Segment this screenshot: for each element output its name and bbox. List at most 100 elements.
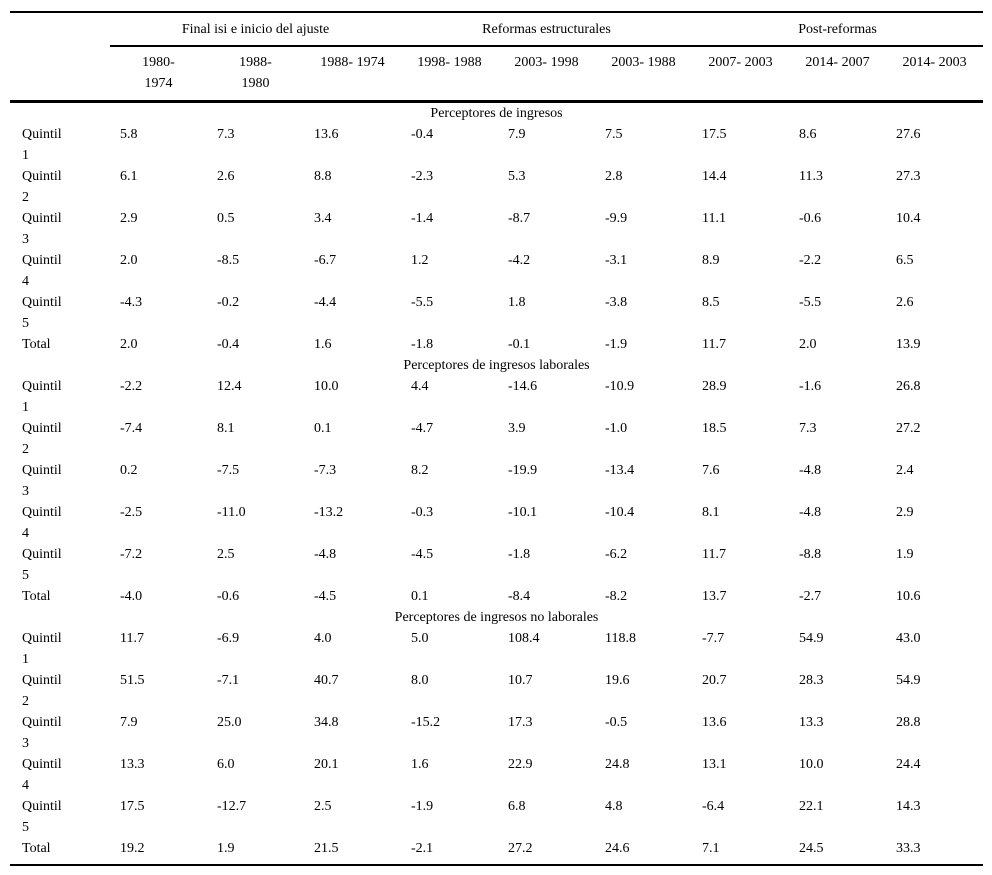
value-cell: 3.4 xyxy=(314,211,332,226)
value-cell: -7.1 xyxy=(217,673,240,688)
value-cell: -7.4 xyxy=(120,421,143,436)
value-cell: 8.0 xyxy=(411,673,429,688)
column-group-label: Post-reformas xyxy=(692,12,984,47)
row-label: Quintil 4 xyxy=(22,505,62,541)
value-cell: 14.4 xyxy=(702,169,727,184)
section-title: Perceptores de ingresos xyxy=(430,106,563,121)
value-cell: 11.3 xyxy=(799,169,823,184)
value-cell: 20.1 xyxy=(314,757,339,772)
value-cell: -4.0 xyxy=(120,589,143,604)
table-row: Quintil 1 -2.2 12.4 10.0 4.4 -14.6 -10.9 28.9 -1… xyxy=(10,376,983,418)
column-group-label: Reformas estructurales xyxy=(401,12,693,47)
value-cell: 19.6 xyxy=(605,673,630,688)
value-cell: -19.9 xyxy=(508,463,538,478)
year-column-header: 2014- 2007 xyxy=(789,46,887,103)
value-cell: 1.9 xyxy=(217,841,235,856)
table-row: Quintil 4 13.3 6.0 20.1 1.6 22.9 24.8 13.1 10.0 2… xyxy=(10,754,983,796)
value-cell: 11.7 xyxy=(120,631,144,646)
value-cell: -7.7 xyxy=(702,631,725,646)
value-cell: 7.6 xyxy=(702,463,720,478)
value-cell: -0.2 xyxy=(217,295,240,310)
row-label: Quintil 4 xyxy=(22,757,62,793)
year-column-header: 1988- 1974 xyxy=(304,46,401,103)
section-row: Perceptores de ingresos laborales xyxy=(10,355,983,376)
value-cell: -1.6 xyxy=(799,379,822,394)
value-cell: 21.5 xyxy=(314,841,339,856)
value-cell: 13.7 xyxy=(702,589,727,604)
year-header-row: 1980- 1974 1988- 1980 1988- 1974 1998- 1988… xyxy=(10,46,984,103)
table-row: Quintil 3 0.2 -7.5 -7.3 8.2 -19.9 -13.4 7.6 -4.8… xyxy=(10,460,983,502)
corner-cell xyxy=(10,46,110,103)
value-cell: 7.3 xyxy=(217,127,235,142)
value-cell: -2.3 xyxy=(411,169,434,184)
table-row: Quintil 3 2.9 0.5 3.4 -1.4 -8.7 -9.9 11.1 -0.6 10… xyxy=(10,208,983,250)
value-cell: 2.0 xyxy=(120,253,138,268)
row-label: Quintil 5 xyxy=(22,295,62,331)
value-cell: -6.2 xyxy=(605,547,628,562)
value-cell: -4.3 xyxy=(120,295,143,310)
value-cell: -9.9 xyxy=(605,211,628,226)
row-label: Quintil 1 xyxy=(22,127,62,163)
value-cell: -4.4 xyxy=(314,295,337,310)
value-cell: 40.7 xyxy=(314,673,339,688)
value-cell: -6.9 xyxy=(217,631,240,646)
row-label: Quintil 2 xyxy=(22,169,62,205)
value-cell: 0.2 xyxy=(120,463,138,478)
value-cell: 4.0 xyxy=(314,631,332,646)
value-cell: 13.1 xyxy=(702,757,727,772)
value-cell: 0.5 xyxy=(217,211,235,226)
value-cell: 10.0 xyxy=(799,757,824,772)
table-row: Quintil 1 5.8 7.3 13.6 -0.4 7.9 7.5 17.5 8.6 27.6 xyxy=(10,124,983,166)
document-page: Final isi e inicio del ajuste Reformas es… xyxy=(10,11,984,866)
table-row: Quintil 2 -7.4 8.1 0.1 -4.7 3.9 -1.0 18.5 7.3 27.… xyxy=(10,418,983,460)
value-cell: -2.5 xyxy=(120,505,143,520)
table-row: Quintil 3 7.9 25.0 34.8 -15.2 17.3 -0.5 13.6 13.… xyxy=(10,712,983,754)
value-cell: 5.0 xyxy=(411,631,429,646)
value-cell: 27.2 xyxy=(896,421,921,436)
row-label: Quintil 5 xyxy=(22,799,62,835)
value-cell: 13.3 xyxy=(799,715,824,730)
value-cell: -2.2 xyxy=(120,379,143,394)
value-cell: 27.2 xyxy=(508,841,533,856)
value-cell: -1.0 xyxy=(605,421,628,436)
value-cell: 22.9 xyxy=(508,757,533,772)
table-row: Quintil 2 51.5 -7.1 40.7 8.0 10.7 19.6 20.7 28.3… xyxy=(10,670,983,712)
value-cell: 4.8 xyxy=(605,799,623,814)
value-cell: 2.6 xyxy=(896,295,914,310)
value-cell: -8.7 xyxy=(508,211,531,226)
table-row: Total 19.2 1.9 21.5 -2.1 27.2 24.6 7.1 24.5 33.3 xyxy=(10,838,983,865)
value-cell: -3.8 xyxy=(605,295,628,310)
value-cell: -3.1 xyxy=(605,253,628,268)
table-row: Quintil 4 -2.5 -11.0 -13.2 -0.3 -10.1 -10.4 8.1… xyxy=(10,502,983,544)
value-cell: -13.2 xyxy=(314,505,344,520)
row-label: Quintil 2 xyxy=(22,421,62,457)
value-cell: 14.3 xyxy=(896,799,921,814)
value-cell: -0.4 xyxy=(217,337,240,352)
value-cell: 2.8 xyxy=(605,169,623,184)
value-cell: -0.1 xyxy=(508,337,531,352)
value-cell: -7.5 xyxy=(217,463,240,478)
value-cell: -15.2 xyxy=(411,715,441,730)
row-label: Quintil 4 xyxy=(22,253,62,289)
value-cell: 3.9 xyxy=(508,421,526,436)
value-cell: 10.6 xyxy=(896,589,921,604)
table-body: Perceptores de ingresos Quintil 1 5.8 7.3 13… xyxy=(10,102,983,866)
value-cell: -2.2 xyxy=(799,253,822,268)
value-cell: -0.5 xyxy=(605,715,628,730)
value-cell: 26.8 xyxy=(896,379,921,394)
value-cell: 13.9 xyxy=(896,337,921,352)
value-cell: 2.9 xyxy=(120,211,138,226)
value-cell: 13.6 xyxy=(314,127,339,142)
value-cell: 10.0 xyxy=(314,379,339,394)
value-cell: -7.3 xyxy=(314,463,337,478)
value-cell: -4.7 xyxy=(411,421,434,436)
value-cell: 4.4 xyxy=(411,379,429,394)
value-cell: 8.2 xyxy=(411,463,429,478)
table-row: Quintil 4 2.0 -8.5 -6.7 1.2 -4.2 -3.1 8.9 -2.2 6.… xyxy=(10,250,983,292)
value-cell: 8.1 xyxy=(217,421,235,436)
value-cell: -1.9 xyxy=(411,799,434,814)
column-group-label: Final isi e inicio del ajuste xyxy=(110,12,401,47)
row-label: Quintil 2 xyxy=(22,673,62,709)
value-cell: -0.6 xyxy=(217,589,240,604)
value-cell: -0.4 xyxy=(411,127,434,142)
